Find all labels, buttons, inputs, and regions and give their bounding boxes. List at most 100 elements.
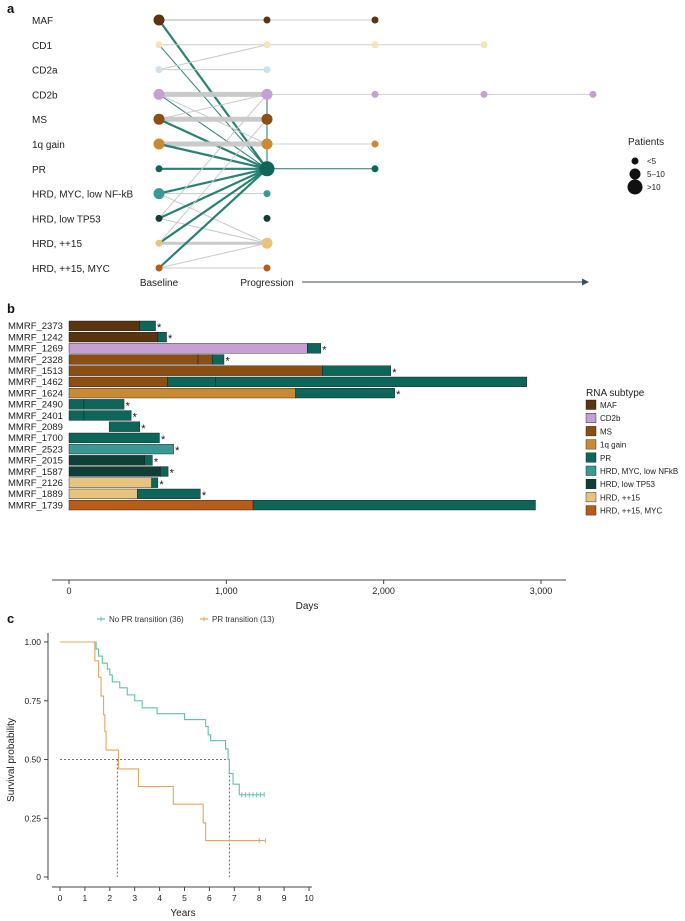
row-label-9: HRD, ++15 bbox=[32, 239, 82, 250]
bar-segment-5-1 bbox=[167, 376, 216, 388]
progression-node-8 bbox=[263, 214, 271, 222]
progression-node-1 bbox=[263, 41, 271, 49]
x-tick-label-c-2: 2 bbox=[107, 893, 112, 903]
bar-segment-15-1 bbox=[137, 488, 201, 500]
bar-segment-4-1 bbox=[322, 365, 391, 376]
bar-segment-2-0 bbox=[68, 343, 308, 354]
bar-segment-8-1 bbox=[83, 410, 132, 421]
legend-swatch-3 bbox=[585, 439, 597, 450]
x-tick-label-3: 3,000 bbox=[530, 586, 553, 596]
bar-segment-13-1 bbox=[160, 466, 169, 477]
progression-star-7: * bbox=[126, 400, 131, 412]
progression-star-3: * bbox=[225, 356, 230, 368]
bar-segment-9-0 bbox=[108, 421, 141, 432]
patient-label-4: MMRF_1513 bbox=[8, 366, 63, 377]
legend-label-5: HRD, MYC, low NFkB bbox=[600, 467, 678, 476]
bar-segment-7-0 bbox=[68, 399, 85, 410]
legend-label-0: MAF bbox=[600, 401, 617, 410]
bar-segment-6-1 bbox=[295, 388, 395, 399]
legend-label-6: HRD, low TP53 bbox=[600, 480, 656, 489]
patient-label-13: MMRF_1587 bbox=[8, 467, 63, 478]
progression-node-10 bbox=[263, 264, 271, 272]
row-label-0: MAF bbox=[32, 16, 53, 27]
x-axis-title: Days bbox=[296, 601, 319, 612]
transition-edge-26 bbox=[158, 118, 268, 244]
bar-segment-13-0 bbox=[68, 466, 161, 477]
row-label-4: MS bbox=[32, 115, 47, 126]
transition-edge-18 bbox=[158, 167, 268, 220]
x-tick-label-c-6: 6 bbox=[207, 893, 212, 903]
legend-title-subtype: RNA subtype bbox=[586, 388, 645, 399]
legend-label-4: PR bbox=[600, 454, 611, 463]
legend-size-1 bbox=[629, 168, 641, 180]
baseline-node-1 bbox=[155, 41, 163, 49]
bar-segment-7-1 bbox=[83, 399, 125, 410]
bar-segment-2-1 bbox=[307, 343, 321, 354]
later-node-0 bbox=[371, 16, 379, 24]
progression-node-5 bbox=[261, 138, 273, 150]
transition-edge-11 bbox=[158, 93, 268, 120]
row-label-7: HRD, MYC, low NF-kB bbox=[32, 190, 133, 201]
patient-label-7: MMRF_2490 bbox=[8, 400, 63, 411]
survival-curve-0 bbox=[60, 641, 265, 796]
patient-label-2: MMRF_1269 bbox=[8, 344, 63, 355]
bar-segment-12-1 bbox=[144, 455, 153, 466]
progression-node-3 bbox=[261, 88, 273, 100]
progression-star-11: * bbox=[175, 445, 180, 457]
patient-label-15: MMRF_1889 bbox=[8, 489, 63, 500]
bar-segment-14-0 bbox=[68, 477, 152, 488]
patient-label-10: MMRF_1700 bbox=[8, 433, 63, 444]
progression-node-9 bbox=[261, 237, 273, 249]
x-tick-label-c-0: 0 bbox=[58, 893, 63, 903]
progression-star-9: * bbox=[141, 423, 146, 435]
baseline-node-2 bbox=[155, 66, 163, 74]
later-node-2 bbox=[480, 41, 488, 49]
transition-edge-7 bbox=[158, 93, 268, 170]
legend-label-8: HRD, ++15, MYC bbox=[600, 507, 662, 516]
x-tick-label-c-4: 4 bbox=[157, 893, 162, 903]
x-tick-label-c-9: 9 bbox=[282, 893, 287, 903]
panel-b-timeline: MMRF_2373 * MMRF_1242 * MMRF_1269 * MMRF_2328 *… bbox=[8, 320, 678, 612]
legend-label-2: MS bbox=[600, 427, 612, 436]
later-node-6 bbox=[371, 140, 379, 148]
y-tick-label-1: 0.25 bbox=[24, 813, 41, 823]
bar-segment-8-0 bbox=[68, 410, 85, 421]
baseline-node-8 bbox=[155, 214, 163, 222]
later-node-4 bbox=[480, 90, 488, 98]
bar-segment-14-1 bbox=[151, 477, 159, 488]
patient-label-11: MMRF_2523 bbox=[8, 444, 63, 455]
row-label-6: PR bbox=[32, 165, 46, 176]
x-tick-label-1: 1,000 bbox=[215, 586, 238, 596]
progression-star-15: * bbox=[202, 490, 207, 502]
progression-star-0: * bbox=[157, 322, 162, 334]
progression-star-12: * bbox=[154, 456, 159, 468]
patient-label-0: MMRF_2373 bbox=[8, 321, 63, 332]
progression-node-2 bbox=[263, 66, 271, 74]
baseline-node-4 bbox=[153, 113, 165, 125]
legend-swatch-5 bbox=[585, 465, 597, 476]
panel-label-b: b bbox=[7, 301, 15, 316]
y-tick-label-2: 0.50 bbox=[24, 755, 41, 765]
legend-label-c-0: No PR transition (36) bbox=[109, 615, 184, 624]
progression-star-10: * bbox=[161, 434, 166, 446]
legend-size-label-1: 5–10 bbox=[647, 170, 665, 179]
x-tick-label-c-1: 1 bbox=[83, 893, 88, 903]
patient-label-12: MMRF_2015 bbox=[8, 456, 63, 467]
bar-segment-16-1 bbox=[252, 500, 536, 511]
baseline-node-3 bbox=[153, 88, 165, 100]
progression-star-4: * bbox=[392, 367, 397, 379]
panel-a-network: MAF CD1 CD2a CD2b MS 1q gain PR HRD, MYC, low N… bbox=[32, 14, 665, 289]
bar-segment-5-0 bbox=[68, 376, 168, 388]
legend-swatch-2 bbox=[585, 426, 597, 437]
x-axis-title-c: Years bbox=[170, 908, 195, 919]
progression-node-0 bbox=[263, 16, 271, 24]
progression-node-7 bbox=[263, 190, 271, 198]
bar-segment-16-0 bbox=[68, 500, 254, 511]
x-tick-label-0: 0 bbox=[66, 586, 71, 596]
patient-label-3: MMRF_2328 bbox=[8, 355, 63, 366]
legend-swatch-8 bbox=[585, 505, 597, 516]
row-label-5: 1q gain bbox=[32, 140, 65, 151]
x-tick-label-c-7: 7 bbox=[232, 893, 237, 903]
later-node-1 bbox=[371, 41, 379, 49]
